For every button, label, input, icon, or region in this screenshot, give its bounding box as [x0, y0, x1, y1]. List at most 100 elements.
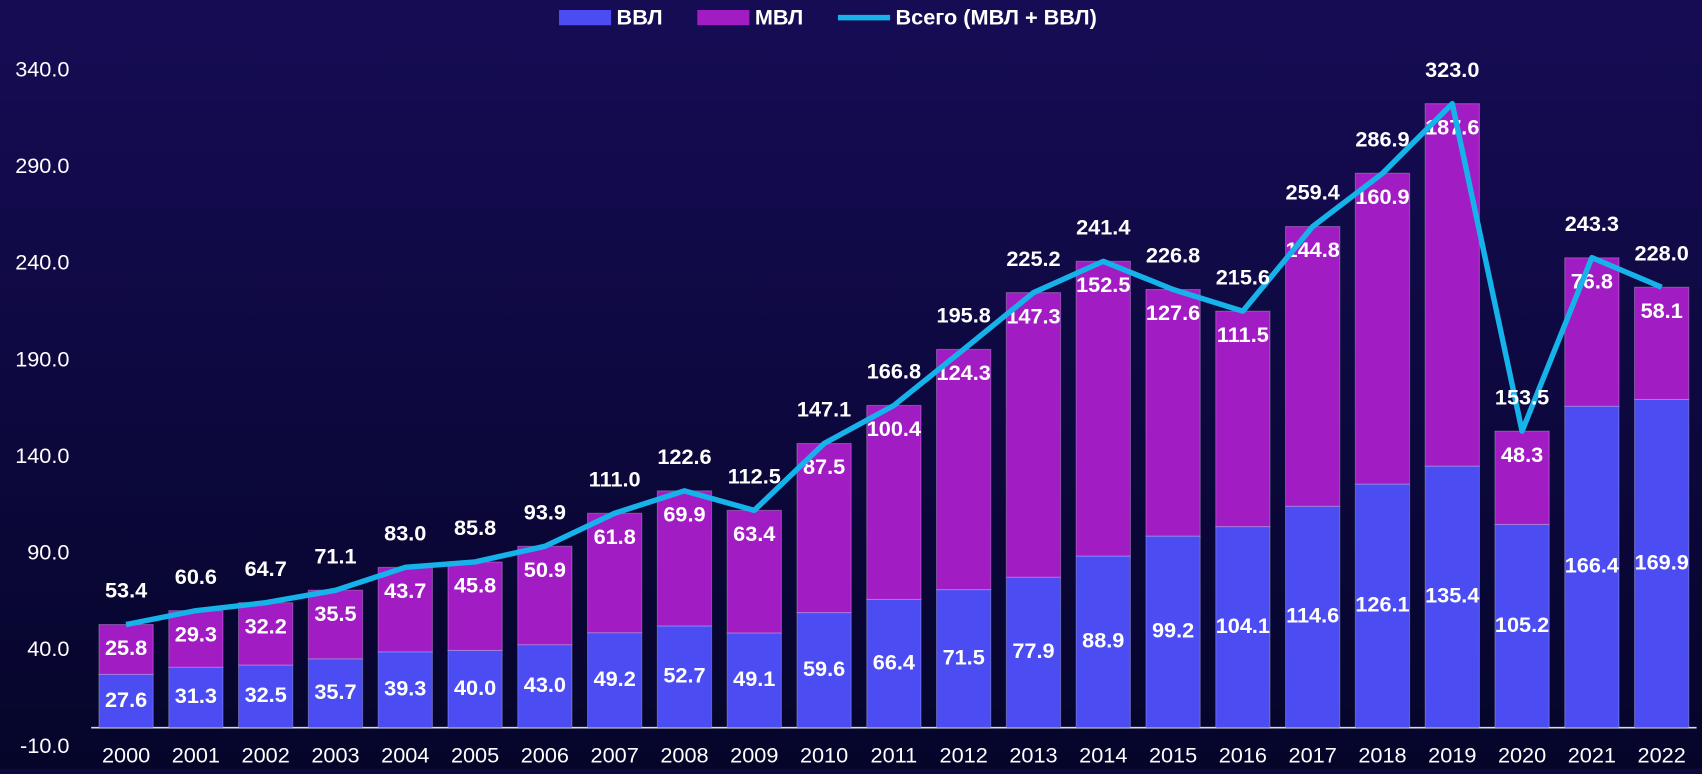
bar-segment [656, 625, 713, 729]
data-label: 31.3 [175, 683, 217, 708]
data-label: 53.4 [105, 578, 147, 603]
data-label: 43.0 [524, 672, 566, 697]
bar-segment [726, 509, 782, 634]
x-tick-label: 2014 [1079, 743, 1127, 768]
bar-segment [447, 649, 503, 729]
y-tick-label: 290.0 [15, 153, 69, 178]
data-label: 50.9 [524, 557, 566, 582]
data-label: 60.6 [175, 564, 217, 589]
x-tick-label: 2001 [172, 743, 220, 768]
data-label: 104.1 [1216, 613, 1270, 638]
y-tick-label: 190.0 [15, 346, 69, 371]
data-label: 286.9 [1355, 127, 1409, 152]
x-tick-label: 2002 [242, 743, 290, 768]
data-label: 135.4 [1425, 583, 1479, 608]
bar-segment [1494, 523, 1550, 729]
bar-segment [517, 644, 573, 729]
x-tick-label: 2017 [1289, 743, 1337, 768]
data-label: 35.5 [314, 601, 356, 626]
y-tick-label: -10.0 [20, 733, 69, 758]
data-label: 127.6 [1146, 300, 1200, 325]
data-label: 52.7 [663, 663, 705, 688]
data-label: 32.5 [245, 682, 287, 707]
data-label: 61.8 [594, 524, 636, 549]
data-label: 166.8 [867, 359, 921, 384]
bar-segment [307, 589, 364, 660]
data-label: 43.7 [384, 578, 426, 603]
data-label: 66.4 [873, 649, 915, 674]
data-label: 35.7 [314, 679, 356, 704]
bar-segment [935, 348, 992, 591]
bar-segment [1075, 555, 1131, 729]
data-label: 228.0 [1635, 240, 1689, 265]
data-label: 64.7 [245, 556, 287, 581]
data-label: 111.0 [589, 466, 641, 491]
bar-segment [168, 666, 224, 729]
x-tick-label: 2012 [940, 743, 988, 768]
data-label: 259.4 [1286, 180, 1340, 205]
data-label: 63.4 [733, 521, 775, 546]
bar-segment [1564, 257, 1620, 407]
data-label: 323.0 [1425, 57, 1479, 82]
data-label: 49.1 [733, 666, 775, 691]
data-label: 59.6 [803, 656, 845, 681]
x-tick-label: 2003 [311, 743, 359, 768]
x-tick-label: 2022 [1638, 743, 1686, 768]
data-label: 88.9 [1082, 628, 1124, 653]
data-label: 225.2 [1006, 246, 1060, 271]
data-label: 99.2 [1152, 618, 1194, 643]
data-label: 71.5 [943, 644, 985, 669]
data-label: 25.8 [105, 635, 147, 660]
x-tick-label: 2005 [451, 743, 499, 768]
x-tick-label: 2020 [1498, 743, 1546, 768]
data-label: 49.2 [594, 666, 636, 691]
data-label: 32.2 [245, 613, 287, 638]
bar-segment [98, 673, 154, 729]
data-label: 153.5 [1495, 384, 1549, 409]
bar-segment [935, 589, 992, 729]
bar-segment [796, 612, 852, 729]
x-tick-label: 2010 [800, 743, 848, 768]
data-label: 147.1 [797, 397, 851, 422]
x-tick-label: 2000 [102, 743, 150, 768]
bar-segment [726, 632, 782, 729]
bar-segment [1215, 526, 1271, 729]
bar-segment [307, 658, 364, 729]
y-tick-label: 90.0 [27, 540, 69, 565]
data-label: 111.5 [1217, 322, 1269, 347]
data-label: 114.6 [1286, 603, 1339, 628]
legend-label: Всего (МВЛ + ВВЛ) [895, 4, 1096, 29]
data-label: 27.6 [105, 687, 147, 712]
bar-segment [1633, 398, 1690, 729]
legend-label: МВЛ [755, 4, 803, 29]
data-label: 77.9 [1012, 638, 1054, 663]
data-label: 241.4 [1076, 214, 1130, 239]
data-label: 122.6 [657, 444, 711, 469]
bar-segment [98, 624, 154, 675]
data-label: 169.9 [1635, 549, 1689, 574]
data-label: 226.8 [1146, 243, 1200, 268]
x-tick-label: 2009 [730, 743, 778, 768]
bar-segment [377, 651, 433, 729]
data-label: 93.9 [524, 499, 566, 524]
bar-segment [237, 664, 294, 729]
x-tick-label: 2019 [1428, 743, 1476, 768]
legend-swatch [697, 10, 750, 26]
x-tick-label: 2011 [871, 743, 918, 768]
data-label: 71.1 [314, 544, 356, 569]
y-tick-label: 40.0 [27, 636, 69, 661]
bar-segment [517, 545, 573, 646]
data-label: 215.6 [1216, 264, 1270, 289]
bar-segment [1494, 430, 1550, 526]
data-label: 112.5 [728, 464, 781, 489]
data-label: 105.2 [1495, 612, 1549, 637]
data-label: 69.9 [663, 502, 705, 527]
legend-swatch [559, 10, 612, 26]
bar-segment [1633, 286, 1690, 400]
legend: ВВЛ МВЛ Всего (МВЛ + ВВЛ) [559, 4, 1097, 29]
data-label: 40.0 [454, 675, 496, 700]
bar-segment [1424, 465, 1480, 729]
bar-segment [1284, 505, 1341, 729]
